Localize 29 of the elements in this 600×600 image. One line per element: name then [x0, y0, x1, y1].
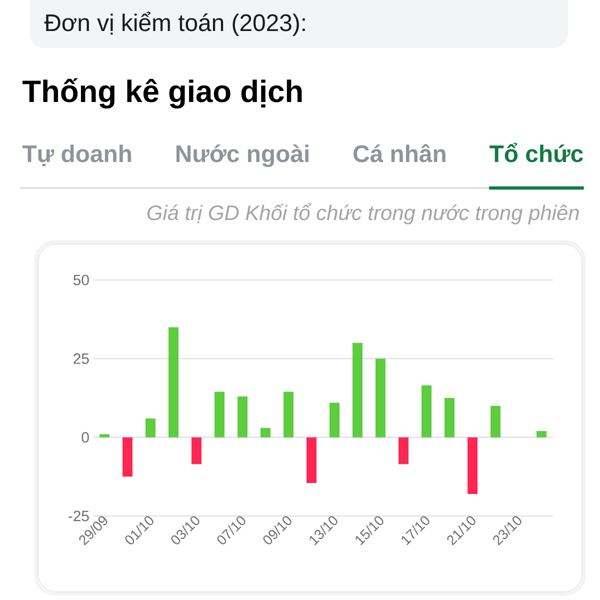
bar: [352, 342, 363, 438]
bar: [536, 431, 547, 438]
bar: [398, 437, 409, 464]
bar: [468, 437, 478, 494]
chart-subtitle: Giá trị GD Khối tổ chức trong nước trong phiên: [147, 203, 579, 224]
text: Tự doanh: [22, 144, 131, 166]
text: Cá nhân: [354, 144, 446, 162]
chart-title: Thống kê giao dịch: [22, 78, 302, 109]
bar: [100, 434, 110, 438]
bar: [444, 398, 455, 438]
y-tick-label: 50: [73, 274, 89, 286]
bar: [122, 437, 132, 477]
text: Nước ngoài: [176, 144, 308, 168]
bar: [214, 392, 225, 438]
bar: [168, 327, 179, 438]
bar: [306, 437, 317, 483]
bar: [192, 437, 202, 464]
bar: [260, 428, 271, 438]
bar: [238, 396, 248, 438]
bar: [376, 358, 386, 438]
y-tick-label: 0: [82, 432, 89, 443]
bar: [146, 418, 156, 438]
bar: [490, 406, 501, 438]
bar: [422, 385, 432, 438]
bar: [284, 392, 294, 438]
text: Đơn vị kiểm toán (2023):: [44, 12, 305, 36]
text: Tổ chức: [490, 142, 583, 162]
y-tick-label: 25: [74, 353, 89, 364]
bar: [330, 402, 340, 438]
